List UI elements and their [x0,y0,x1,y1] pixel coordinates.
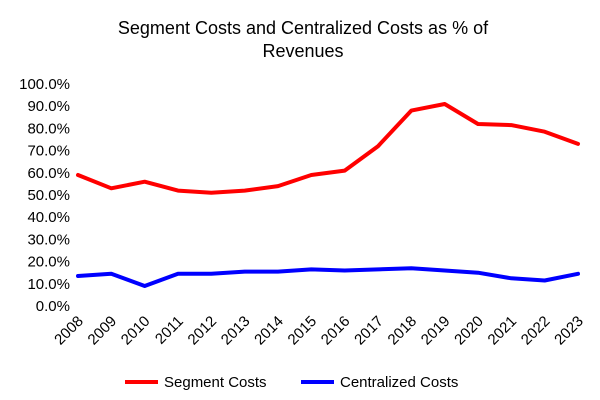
x-tick-label: 2014 [251,313,287,349]
legend: Segment Costs Centralized Costs [125,374,458,391]
x-axis: 2008200920102011201220132014201520162017… [51,313,587,349]
legend-label-0: Segment Costs [164,374,267,391]
x-tick-label: 2022 [518,313,554,349]
x-tick-label: 2023 [551,313,587,349]
series-line-1 [76,266,580,288]
y-tick-label: 0.0% [36,298,70,315]
chart-title-line-1: Segment Costs and Centralized Costs as %… [118,18,489,38]
x-tick-label: 2011 [152,313,187,348]
x-tick-label: 2009 [85,313,121,349]
x-tick-label: 2019 [418,313,454,349]
x-tick-label: 2013 [218,313,254,349]
x-tick-label: 2021 [485,313,521,349]
y-tick-label: 100.0% [19,76,70,93]
x-tick-label: 2020 [451,313,487,349]
chart-title-line-2: Revenues [262,41,343,61]
y-tick-label: 60.0% [27,165,70,182]
y-tick-label: 40.0% [27,209,70,226]
y-tick-label: 30.0% [27,231,70,248]
y-tick-label: 80.0% [27,120,70,137]
x-tick-label: 2016 [318,313,354,349]
y-tick-label: 50.0% [27,187,70,204]
x-tick-label: 2017 [351,313,387,349]
y-tick-label: 90.0% [27,98,70,115]
y-tick-label: 10.0% [27,276,70,293]
x-tick-label: 2018 [385,313,421,349]
y-tick-label: 70.0% [27,143,70,160]
legend-label-1: Centralized Costs [340,374,458,391]
x-tick-label: 2010 [118,313,154,349]
series-line-0 [76,102,580,195]
x-tick-label: 2015 [285,313,321,349]
x-tick-label: 2012 [185,313,221,349]
y-axis: 0.0% 10.0% 20.0% 30.0% 40.0% 50.0% 60.0% 70.0% 8… [19,76,70,315]
plot-area [76,102,580,288]
y-tick-label: 20.0% [27,254,70,271]
x-tick-label: 2008 [51,313,87,349]
